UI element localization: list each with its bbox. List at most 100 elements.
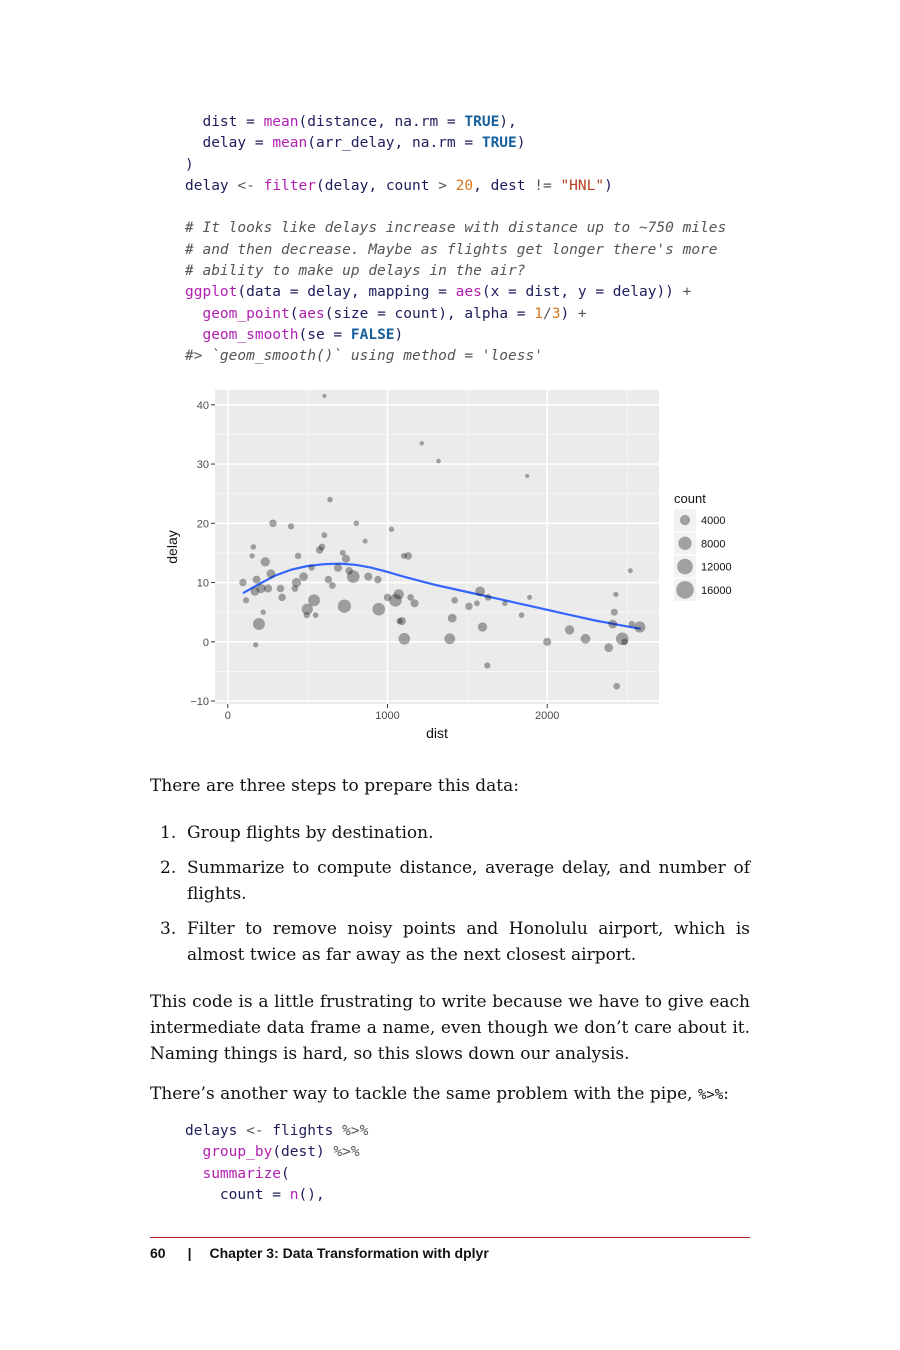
footer-separator: | <box>187 1245 192 1261</box>
legend-key <box>674 532 696 555</box>
code-token: ) <box>560 305 578 322</box>
plot-panel <box>215 390 659 704</box>
data-point <box>525 473 530 478</box>
data-point <box>242 597 250 604</box>
code-line: # It looks like delays increase with dis… <box>185 220 726 236</box>
code-line: # and then decrease. Maybe as flights ge… <box>185 242 718 258</box>
data-point <box>604 643 614 653</box>
data-point <box>362 538 368 544</box>
code-line: delay = mean(arr_delay, na.rm = TRUE) <box>185 135 526 152</box>
code-token <box>185 327 202 343</box>
y-axis-label: delay <box>164 530 180 563</box>
paragraph-pipe: There’s another way to tackle the same p… <box>150 1081 750 1108</box>
code-token: %>% <box>342 1123 369 1139</box>
list-item: 2. Summarize to compute distance, average… <box>150 855 750 907</box>
code-token: delays <box>185 1123 247 1139</box>
code-token: != <box>534 177 552 194</box>
code-token: aes <box>298 305 325 322</box>
code-token: FALSE <box>350 326 395 343</box>
data-point <box>518 612 525 618</box>
data-point <box>608 619 618 629</box>
scatter-plot: 0 1000 2000 −10 0 10 20 30 40 count 4000 8000 12000… <box>164 390 732 741</box>
data-point <box>250 587 260 596</box>
code-token: , dest <box>473 177 535 194</box>
data-point <box>269 519 277 528</box>
data-point <box>291 585 299 592</box>
list-item: 3. Filter to remove noisy points and Hono… <box>150 916 750 968</box>
data-point <box>564 625 575 635</box>
data-point <box>615 632 629 646</box>
code-token <box>185 1144 202 1160</box>
legend-point <box>676 581 694 599</box>
code-token: (se = <box>298 326 351 343</box>
code-token: 3 <box>551 305 561 322</box>
y-tick-label: 10 <box>197 578 209 590</box>
list-item-text: Filter to remove noisy points and Honolu… <box>187 919 750 965</box>
chapter-title: Chapter 3: Data Transformation with dply… <box>209 1245 489 1261</box>
data-point <box>613 682 621 690</box>
steps-list: 1. Group flights by destination. 2. Summar… <box>150 820 750 977</box>
code-token: ( <box>281 1165 290 1182</box>
code-token: # It looks like delays increase with dis… <box>185 220 727 237</box>
y-tick-label: 20 <box>197 518 209 530</box>
code-token: ), <box>499 114 517 130</box>
data-point <box>364 572 373 581</box>
data-point <box>627 568 633 574</box>
data-point <box>301 603 313 615</box>
list-item-number: 2. <box>160 858 177 878</box>
data-point <box>396 617 403 625</box>
paragraph-pipe-text: There’s another way to tackle the same p… <box>150 1084 698 1104</box>
data-point <box>484 662 491 669</box>
legend-label: 12000 <box>701 562 732 574</box>
data-point <box>294 552 302 560</box>
data-point <box>276 584 285 593</box>
legend-label: 8000 <box>701 538 725 550</box>
footer-rule <box>150 1237 750 1238</box>
data-point <box>400 552 407 559</box>
data-point <box>253 642 259 648</box>
data-point <box>312 612 319 618</box>
code-token <box>185 306 202 322</box>
pipe-operator-code: %>% <box>697 1087 724 1103</box>
data-point <box>303 611 310 619</box>
data-point <box>484 594 492 601</box>
code-token: ) <box>185 156 194 173</box>
code-line: # ability to make up delays in the air? <box>185 263 525 279</box>
list-item-number: 1. <box>160 823 177 843</box>
legend-label: 16000 <box>701 585 732 597</box>
code-token: aes <box>455 284 482 301</box>
data-point <box>250 544 257 550</box>
data-point <box>353 520 360 527</box>
data-point <box>527 594 533 600</box>
code-token: TRUE <box>481 135 517 152</box>
data-point <box>324 575 333 584</box>
paragraph-pipe-end: : <box>723 1084 729 1104</box>
data-point <box>404 552 413 560</box>
code-token: ) <box>516 135 526 152</box>
code-token: (), <box>298 1186 325 1203</box>
data-point <box>473 600 480 607</box>
y-tick-label: 30 <box>197 459 209 471</box>
legend-point <box>679 514 691 526</box>
code-token: n <box>289 1186 299 1203</box>
smooth-line <box>242 562 641 630</box>
code-token: ) <box>394 326 404 343</box>
code-line: ) <box>185 157 194 173</box>
code-token: (data = delay, mapping = <box>237 284 456 301</box>
code-token: dist = <box>185 114 264 130</box>
data-point <box>249 553 255 559</box>
data-point <box>389 593 402 607</box>
code-token: > <box>438 177 447 194</box>
data-point <box>543 637 552 646</box>
data-point <box>628 620 635 628</box>
code-token: 1 <box>534 305 543 322</box>
legend-point <box>678 536 692 550</box>
code-token: %>% <box>333 1144 360 1161</box>
code-token: 20 <box>455 177 474 194</box>
data-point <box>315 546 324 554</box>
code-token: delay = <box>185 135 273 152</box>
data-point <box>252 575 261 584</box>
x-axis-label: dist <box>426 725 448 741</box>
code-line: count = n(), <box>185 1187 325 1203</box>
data-point <box>447 613 457 623</box>
